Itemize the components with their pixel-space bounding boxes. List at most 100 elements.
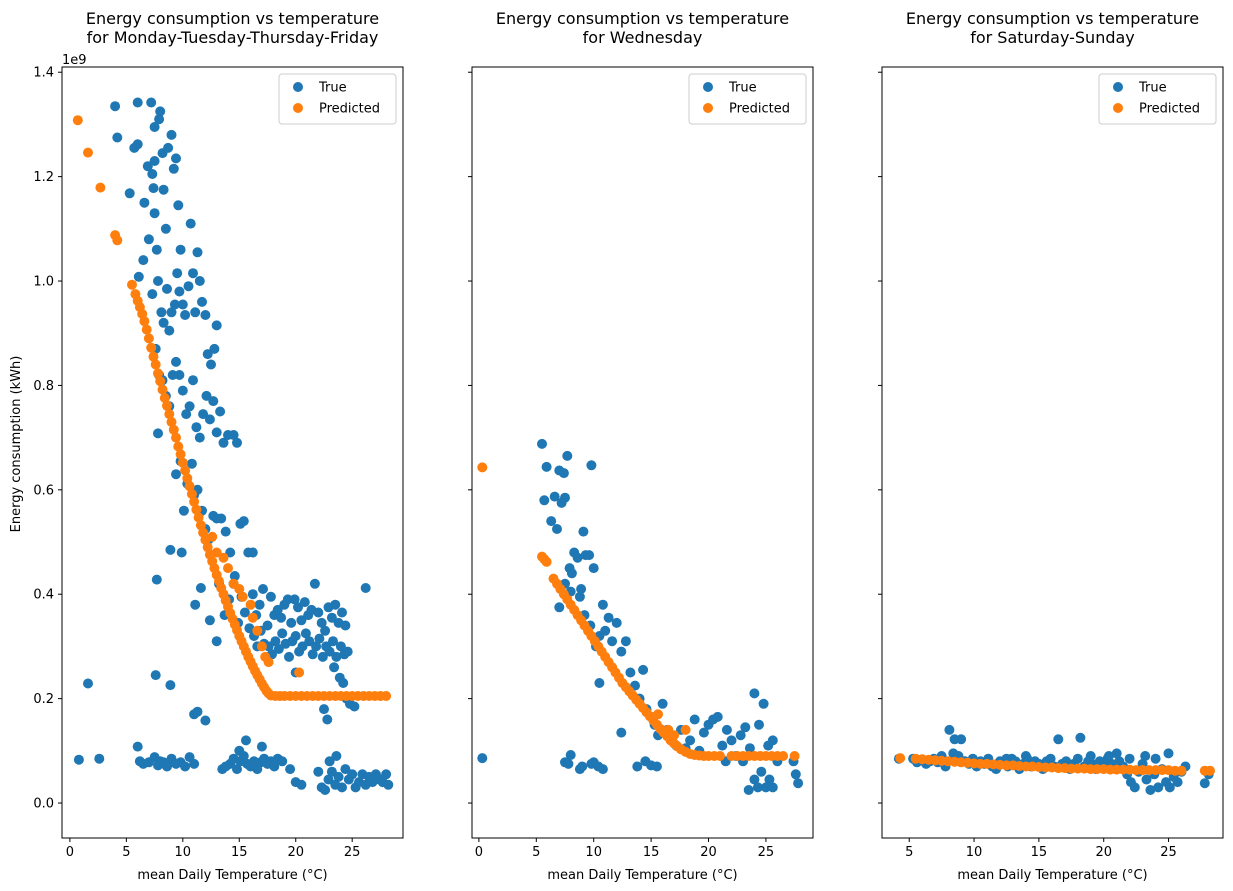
data-point <box>322 714 333 725</box>
data-point <box>194 276 205 286</box>
legend-marker <box>293 82 303 92</box>
data-point <box>572 552 583 563</box>
data-point <box>632 761 643 772</box>
data-point <box>1140 751 1151 761</box>
data-point <box>349 701 360 712</box>
data-point <box>110 101 121 112</box>
data-point <box>132 139 143 150</box>
x-tick-label: 10 <box>966 845 983 860</box>
legend-label: Predicted <box>1139 102 1200 117</box>
data-point <box>164 409 175 420</box>
data-point <box>171 469 181 480</box>
data-point <box>191 504 202 515</box>
data-point <box>209 343 220 354</box>
data-point <box>180 761 191 772</box>
data-point <box>299 597 310 608</box>
data-point <box>211 427 222 438</box>
data-point <box>1163 748 1174 759</box>
data-point <box>149 208 160 219</box>
data-point <box>150 359 161 370</box>
data-point <box>208 396 219 407</box>
legend-label: Predicted <box>729 102 790 117</box>
subplot-title-line: Energy consumption vs temperature <box>86 9 379 28</box>
x-tick-label: 0 <box>475 845 483 860</box>
data-point <box>1153 782 1164 793</box>
data-point <box>166 307 177 318</box>
data-point <box>620 636 631 647</box>
data-point <box>112 132 123 143</box>
data-point <box>234 745 245 756</box>
data-point <box>256 741 267 752</box>
data-point <box>309 578 320 589</box>
data-point <box>148 351 159 362</box>
data-point <box>477 462 488 473</box>
data-point <box>207 531 218 542</box>
data-point <box>289 594 300 605</box>
data-point <box>158 317 169 328</box>
data-point <box>94 753 105 764</box>
data-point <box>244 623 255 634</box>
data-point <box>319 704 329 715</box>
y-scale-offset-text: 1e9 <box>62 53 87 68</box>
data-point <box>560 492 570 503</box>
data-point <box>223 563 233 574</box>
data-point <box>331 751 342 761</box>
data-point <box>241 735 251 746</box>
data-point <box>286 617 297 628</box>
legend-marker <box>293 103 303 113</box>
subplot-title-line: for Saturday-Sunday <box>970 28 1135 47</box>
legend: True Predicted <box>278 73 397 125</box>
series-true <box>477 438 804 795</box>
data-point <box>162 761 172 772</box>
data-point <box>200 715 211 726</box>
data-point <box>204 414 215 425</box>
x-tick-label: 15 <box>231 845 248 860</box>
data-point <box>190 307 201 318</box>
series-true <box>73 97 394 795</box>
data-point <box>269 761 280 772</box>
data-point <box>151 574 162 585</box>
legend-marker <box>703 103 713 113</box>
data-point <box>177 299 188 310</box>
data-point <box>168 424 179 435</box>
data-point <box>296 779 307 790</box>
data-point <box>186 458 197 469</box>
data-point <box>265 591 276 602</box>
legend-box <box>278 73 397 125</box>
data-point <box>146 342 157 353</box>
data-point <box>698 727 709 738</box>
data-point <box>188 268 198 279</box>
data-point <box>721 724 732 735</box>
axes-frame <box>471 66 814 839</box>
data-point <box>133 271 144 282</box>
data-point <box>83 147 93 158</box>
data-point <box>1020 751 1031 761</box>
data-point <box>238 516 249 527</box>
data-point <box>756 766 767 777</box>
data-point <box>594 678 605 688</box>
data-point <box>685 735 696 746</box>
data-point <box>1124 753 1135 764</box>
data-point <box>147 289 158 300</box>
data-point <box>539 495 550 506</box>
data-point <box>1111 748 1122 759</box>
data-point <box>218 552 229 563</box>
data-point <box>944 724 955 735</box>
legend-box <box>1098 73 1217 125</box>
x-tick-label: 20 <box>700 845 717 860</box>
series-predicted <box>72 115 392 701</box>
data-point <box>237 591 248 602</box>
data-point <box>139 316 150 327</box>
y-tick-label: 0.8 <box>33 379 54 394</box>
x-axis-label: mean Daily Temperature (°C) <box>137 868 327 883</box>
x-tick-label: 25 <box>344 845 361 860</box>
data-point <box>588 563 599 574</box>
subplot-2: Energy consumption vs temperature for Wed… <box>468 9 814 883</box>
data-point <box>277 628 288 639</box>
data-point <box>228 430 239 440</box>
data-point <box>177 457 188 468</box>
data-point <box>956 734 967 745</box>
data-point <box>180 465 191 476</box>
y-tick-label: 0.4 <box>33 588 54 603</box>
data-point <box>165 680 176 691</box>
